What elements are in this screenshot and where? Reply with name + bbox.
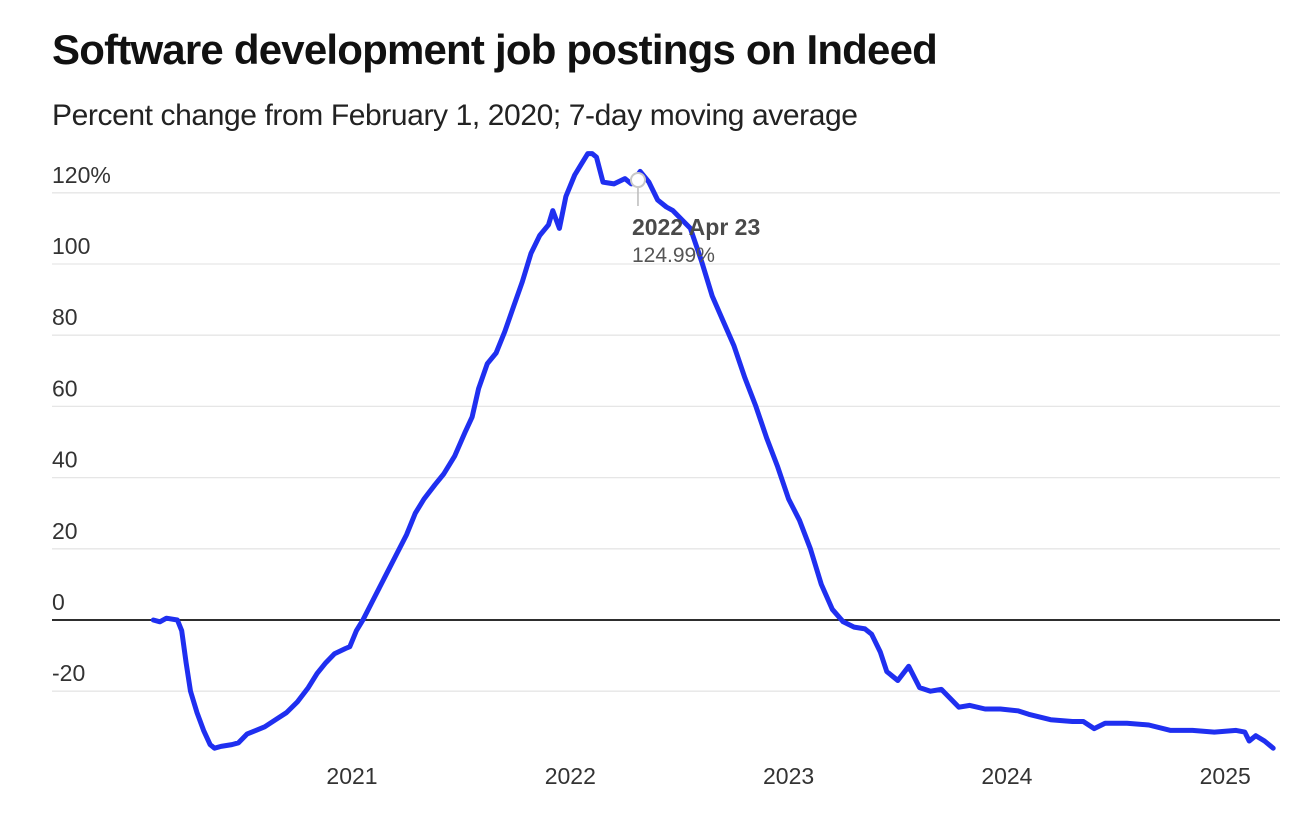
y-tick-label: 20	[52, 518, 78, 544]
chart-title: Software development job postings on Ind…	[52, 26, 938, 73]
x-tick-label: 2023	[763, 763, 814, 789]
x-tick-label: 2022	[545, 763, 596, 789]
tooltip-date: 2022 Apr 23	[632, 214, 760, 240]
y-tick-label: 40	[52, 447, 78, 473]
y-tick-label: 0	[52, 589, 65, 615]
y-tick-label: 60	[52, 375, 78, 401]
tooltip-value: 124.99%	[632, 244, 715, 267]
y-tick-label: -20	[52, 660, 85, 686]
y-tick-label: 80	[52, 304, 78, 330]
y-tick-label: 120%	[52, 162, 111, 188]
chart-subtitle: Percent change from February 1, 2020; 7-…	[52, 99, 858, 132]
series-line	[150, 151, 1276, 751]
x-tick-label: 2021	[326, 763, 377, 789]
x-tick-label: 2025	[1200, 763, 1251, 789]
tooltip-marker	[629, 172, 646, 189]
x-tick-label: 2024	[981, 763, 1032, 789]
y-tick-label: 100	[52, 233, 90, 259]
